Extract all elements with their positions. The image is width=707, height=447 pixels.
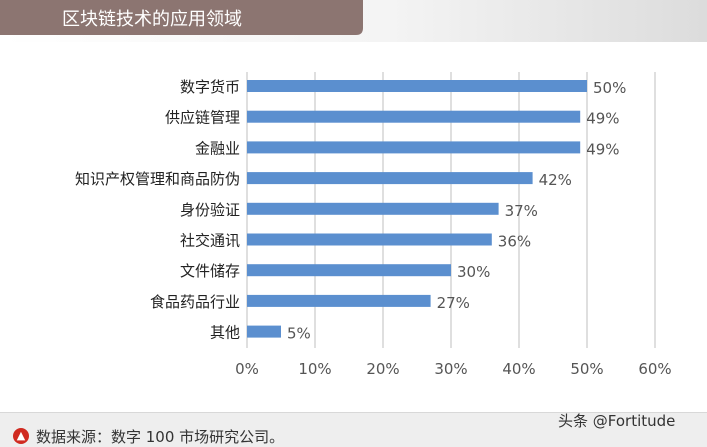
x-tick-label: 50% — [570, 360, 603, 378]
bar — [247, 80, 587, 92]
category-label: 文件储存 — [180, 262, 240, 280]
value-label: 27% — [437, 294, 470, 312]
value-label: 42% — [539, 171, 572, 189]
footer-bar — [0, 412, 707, 447]
chart-title: 区块链技术的应用领域 — [62, 9, 242, 30]
category-label: 食品药品行业 — [150, 293, 240, 311]
category-label: 知识产权管理和商品防伪 — [75, 170, 240, 188]
category-label: 身份验证 — [180, 201, 240, 219]
category-label: 供应链管理 — [165, 109, 240, 127]
x-tick-label: 20% — [366, 360, 399, 378]
bar — [247, 264, 451, 277]
category-label: 社交通讯 — [180, 232, 240, 250]
category-label: 其他 — [210, 324, 240, 342]
value-label: 49% — [586, 140, 619, 158]
source-text: 数据来源：数字 100 市场研究公司。 — [36, 428, 285, 446]
category-label: 金融业 — [195, 139, 240, 157]
labels: 0% 10% 20% 30% 40% 50% 60% 数字货币 50% 供应链管理 49% 金融业 49… — [75, 78, 672, 378]
value-label: 37% — [505, 202, 538, 220]
value-label: 49% — [586, 110, 619, 128]
value-label: 36% — [498, 233, 531, 251]
value-label: 30% — [457, 263, 490, 281]
bar — [247, 141, 581, 154]
category-label: 数字货币 — [180, 78, 240, 96]
x-tick-label: 0% — [235, 360, 259, 378]
bar — [247, 110, 581, 123]
value-label: 5% — [287, 325, 311, 343]
bar — [247, 325, 281, 338]
watermark: 头条 @Fortitude — [558, 412, 676, 430]
value-label: 50% — [593, 79, 626, 97]
x-tick-label: 10% — [298, 360, 331, 378]
up-arrow-circle-icon: ▲ — [13, 428, 29, 444]
x-tick-label: 30% — [434, 360, 467, 378]
chart: 区块链技术的应用领域 0% 10% 20% 30% 40% 50% 60% 数字货币 50% 供应… — [0, 0, 707, 378]
title-banner — [0, 0, 363, 35]
bar — [247, 294, 431, 307]
bars — [247, 80, 587, 338]
bar — [247, 172, 533, 185]
x-tick-label: 60% — [638, 360, 671, 378]
bar — [247, 233, 492, 246]
bar — [247, 202, 499, 215]
x-tick-label: 40% — [502, 360, 535, 378]
